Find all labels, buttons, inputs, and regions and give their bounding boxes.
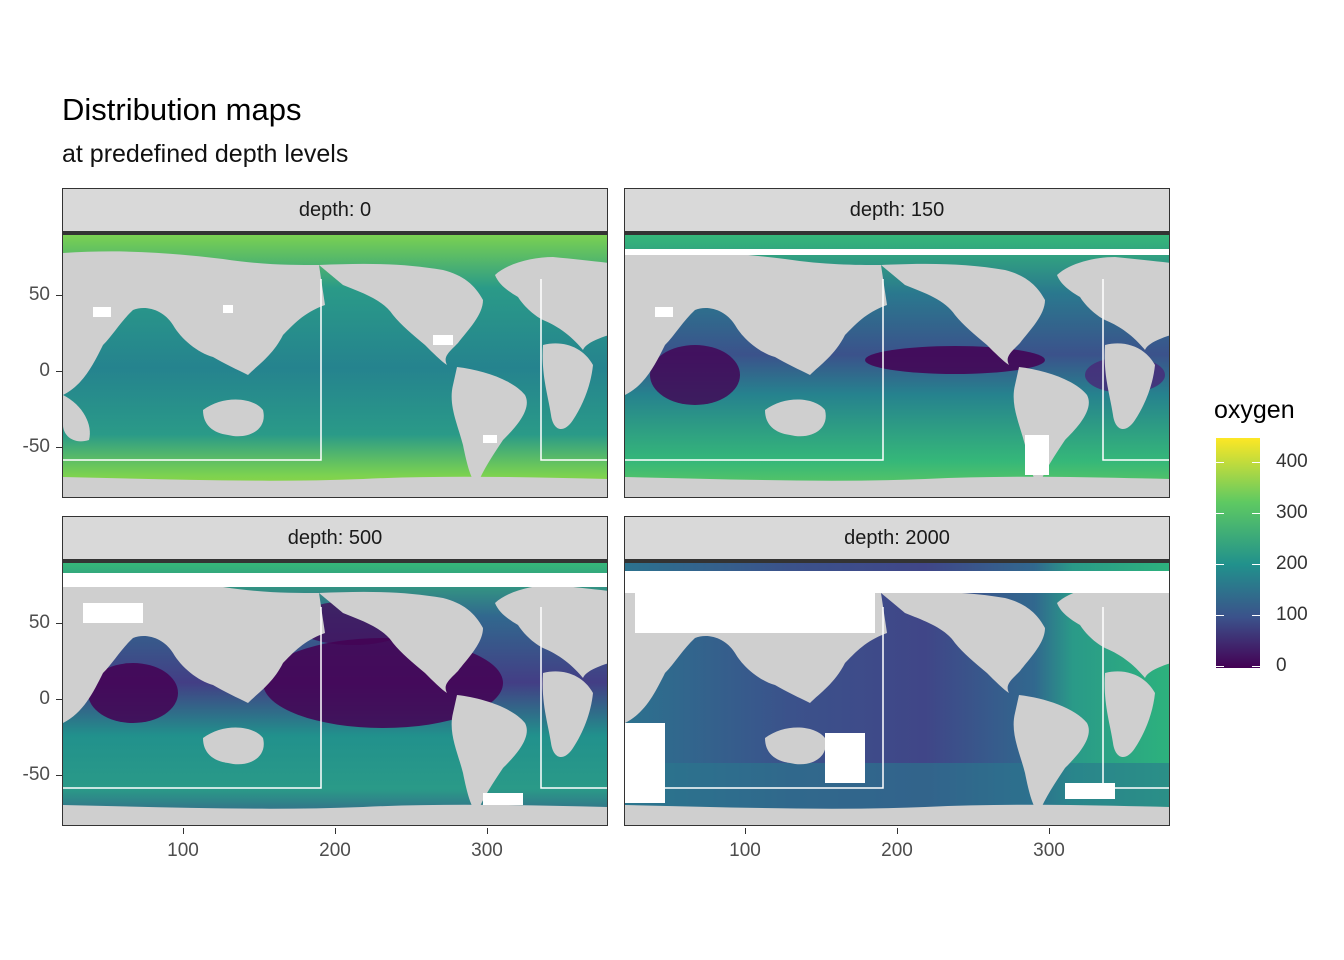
ocean-map (63, 563, 607, 825)
y-tick-mark (56, 775, 62, 776)
legend-tick (1252, 462, 1260, 463)
plot-title: Distribution maps (62, 92, 302, 127)
y-tick-label: 0 (39, 688, 50, 709)
x-tick-mark (745, 828, 746, 834)
legend-label: 100 (1276, 604, 1308, 625)
y-tick-mark (56, 699, 62, 700)
region-outline (63, 279, 322, 461)
x-tick-label: 100 (167, 840, 199, 861)
region-outline (63, 607, 322, 789)
region-outline (625, 607, 884, 789)
x-tick-label: 200 (319, 840, 351, 861)
map-area (624, 232, 1170, 498)
x-tick-mark (897, 828, 898, 834)
legend-title: oxygen (1214, 396, 1295, 424)
legend-label: 0 (1276, 655, 1287, 676)
legend-tick (1252, 564, 1260, 565)
region-outline (625, 279, 884, 461)
plot-subtitle: at predefined depth levels (62, 140, 349, 168)
region-outline (540, 279, 607, 461)
ocean-map (63, 235, 607, 497)
x-tick-mark (487, 828, 488, 834)
map-area (624, 560, 1170, 826)
legend-label: 400 (1276, 451, 1308, 472)
legend-tick (1216, 666, 1224, 667)
ocean-map (625, 563, 1169, 825)
x-tick-mark (183, 828, 184, 834)
y-tick-label: 50 (28, 284, 50, 305)
y-tick-label: -50 (22, 764, 50, 785)
region-outline (540, 607, 607, 789)
y-tick-label: -50 (22, 436, 50, 457)
land-masses (63, 251, 607, 497)
map-area (62, 560, 608, 826)
x-tick-label: 200 (881, 840, 913, 861)
legend-label: 200 (1276, 553, 1308, 574)
legend-tick (1252, 666, 1260, 667)
legend-tick (1216, 462, 1224, 463)
x-tick-mark (335, 828, 336, 834)
no-data-patches (625, 249, 1169, 475)
x-tick-label: 100 (729, 840, 761, 861)
facet-panel-depth-150: depth: 150 (624, 188, 1170, 498)
y-tick-mark (56, 295, 62, 296)
facet-strip: depth: 0 (62, 188, 608, 232)
legend-tick (1216, 615, 1224, 616)
ocean-map (625, 235, 1169, 497)
no-data-patches (63, 573, 607, 805)
region-outline (1102, 279, 1169, 461)
legend-tick (1252, 615, 1260, 616)
facet-strip: depth: 150 (624, 188, 1170, 232)
no-data-patches (625, 571, 1169, 803)
facet-strip: depth: 500 (62, 516, 608, 560)
facet-panel-depth-0: depth: 0 (62, 188, 608, 498)
facet-panel-depth-2000: depth: 2000 (624, 516, 1170, 826)
legend-tick (1216, 564, 1224, 565)
facet-strip: depth: 2000 (624, 516, 1170, 560)
legend-colorbar (1216, 438, 1260, 668)
legend-tick (1216, 513, 1224, 514)
map-area (62, 232, 608, 498)
y-tick-mark (56, 447, 62, 448)
x-tick-mark (1049, 828, 1050, 834)
y-tick-mark (56, 371, 62, 372)
legend-tick (1252, 513, 1260, 514)
x-tick-label: 300 (471, 840, 503, 861)
y-tick-label: 0 (39, 360, 50, 381)
y-tick-mark (56, 623, 62, 624)
land-masses (625, 251, 1169, 497)
x-tick-label: 300 (1033, 840, 1065, 861)
y-tick-label: 50 (28, 612, 50, 633)
region-outline (1102, 607, 1169, 789)
facet-panel-depth-500: depth: 500 (62, 516, 608, 826)
legend-label: 300 (1276, 502, 1308, 523)
no-data-patches (93, 305, 497, 443)
